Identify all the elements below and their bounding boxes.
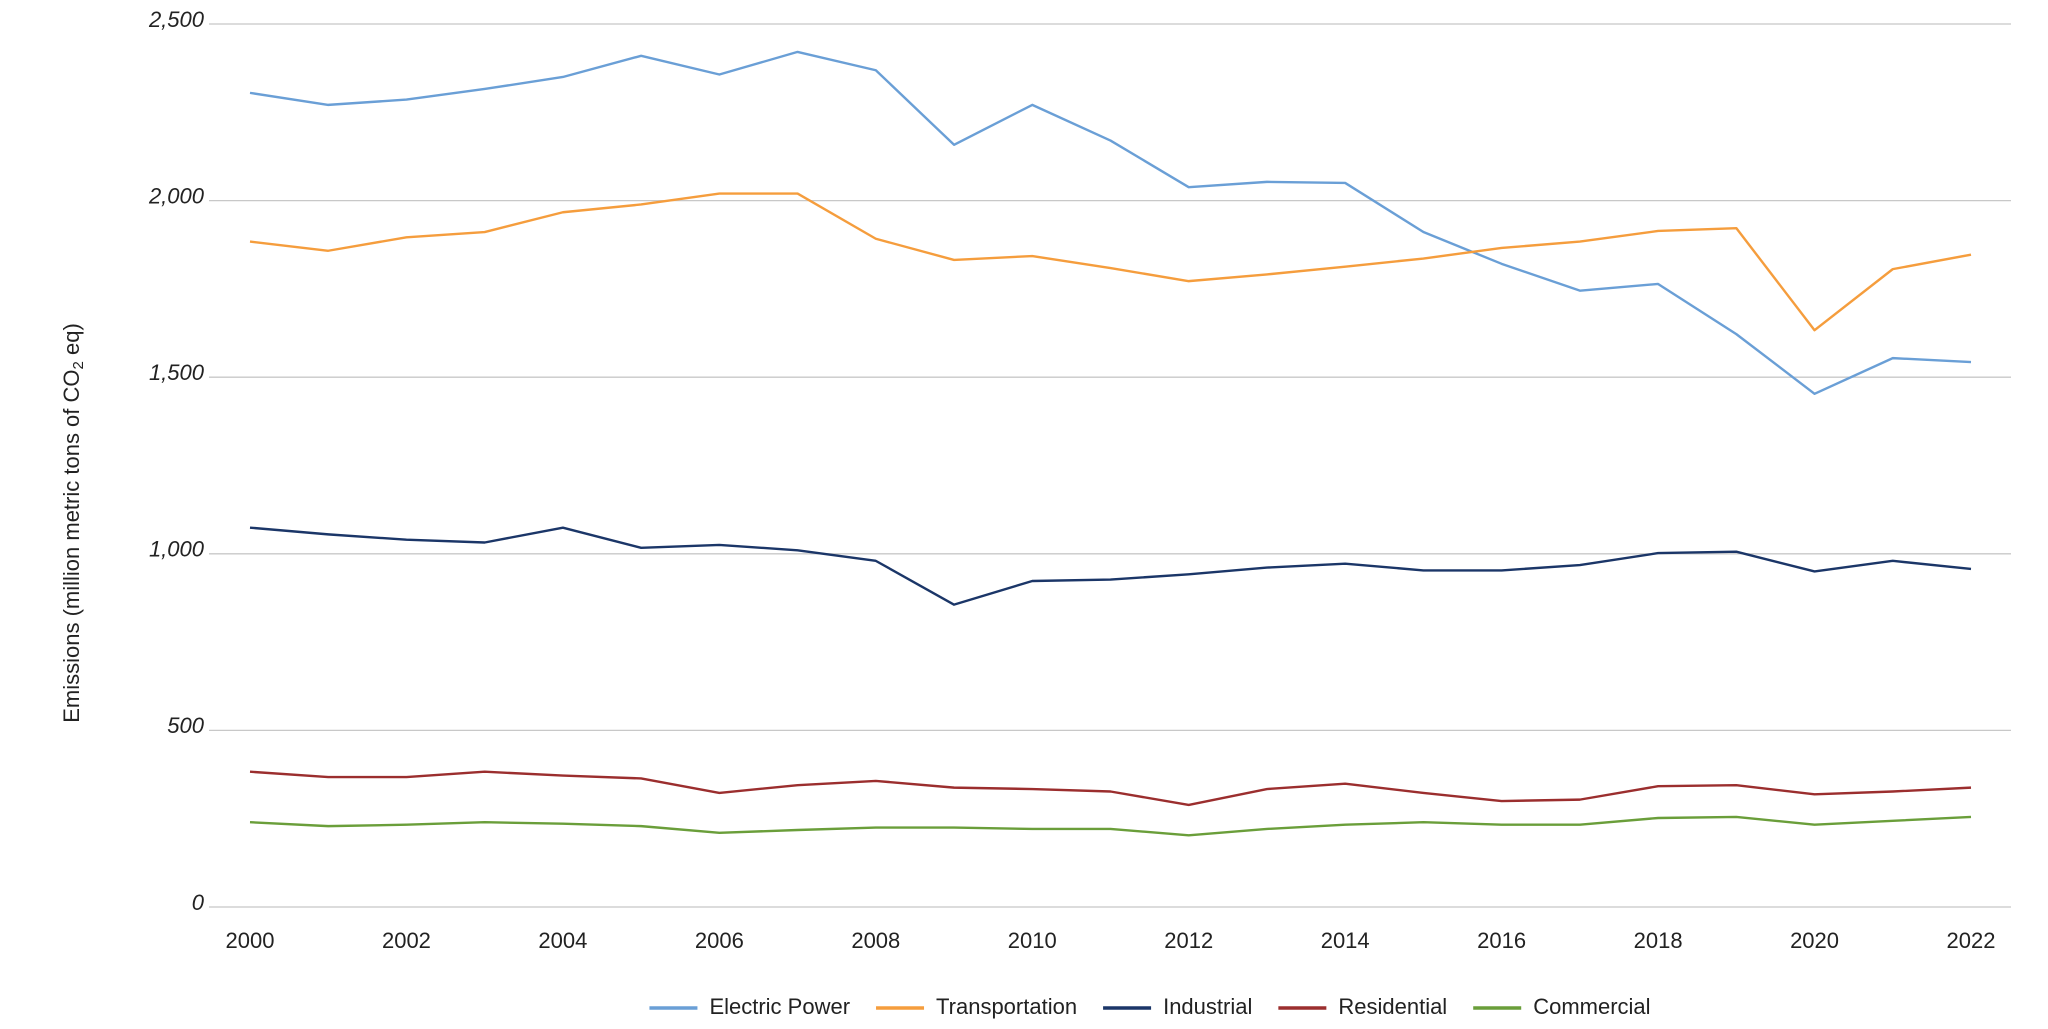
x-tick-label: 2018 [1634,928,1683,953]
x-tick-label: 2022 [1947,928,1996,953]
x-tick-label: 2002 [382,928,431,953]
x-tick-label: 2000 [226,928,275,953]
series-line [249,50,1972,395]
x-tick-label: 2016 [1477,928,1526,953]
legend-label: Residential [1338,994,1447,1019]
y-tick-label: 2,500 [148,7,205,32]
series-line [249,192,1972,332]
legend-label: Commercial [1533,994,1650,1019]
series-line [249,770,1972,807]
y-tick-label: 1,500 [149,360,205,385]
y-tick-label: 0 [192,890,205,915]
y-axis-label-subscript: 2 [70,361,87,369]
series-line [249,815,1972,837]
y-tick-label: 500 [167,713,204,738]
y-tick-label: 1,000 [149,537,205,562]
y-tick-label: 2,000 [148,183,205,208]
series-line [249,526,1972,606]
x-tick-label: 2004 [538,928,587,953]
x-tick-label: 2012 [1164,928,1213,953]
x-tick-label: 2006 [695,928,744,953]
x-tick-label: 2014 [1321,928,1370,953]
y-axis-label-part: Emissions (million metric tons of CO [59,369,84,722]
y-axis-label: Emissions (million metric tons of CO2 eq… [59,323,87,723]
legend-label: Industrial [1163,994,1252,1019]
legend-label: Transportation [936,994,1077,1019]
x-tick-label: 2020 [1790,928,1839,953]
x-tick-label: 2010 [1008,928,1057,953]
legend-label: Electric Power [709,994,850,1019]
x-tick-label: 2008 [851,928,900,953]
y-axis-label-part: eq) [59,323,84,361]
